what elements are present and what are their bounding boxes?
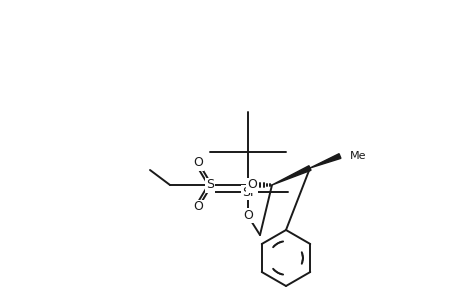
Text: O: O	[193, 200, 202, 214]
Text: S: S	[206, 178, 213, 191]
Polygon shape	[271, 166, 310, 185]
Text: Me: Me	[349, 151, 366, 161]
Text: O: O	[193, 157, 202, 169]
Text: Si: Si	[242, 185, 253, 199]
Polygon shape	[309, 154, 340, 168]
Text: O: O	[242, 209, 252, 223]
Text: O: O	[246, 178, 257, 191]
